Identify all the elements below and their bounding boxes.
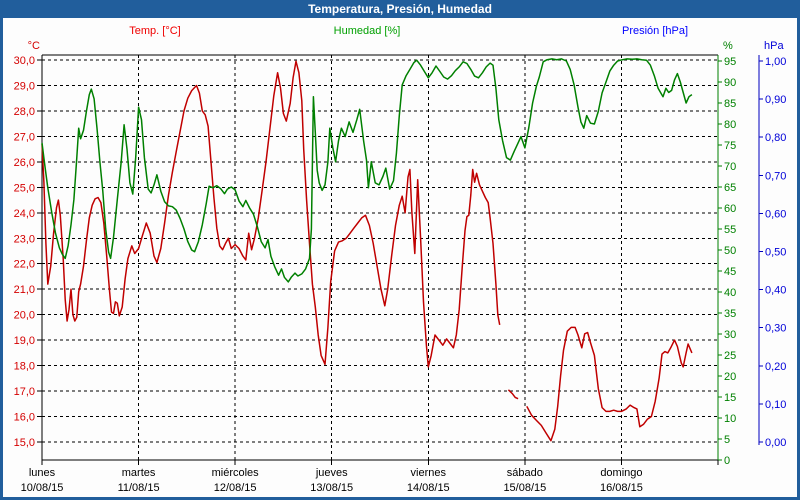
day-date-label: 15/08/15 [503,482,546,494]
pressure-tick-label: 0,20 [765,361,786,373]
humidity-tick-label: 25 [724,350,736,362]
humidity-tick-label: 65 [724,182,736,194]
temp-axis-unit: °C [28,40,40,52]
axis-labels: 30,0 29,0 28,0 27,0 26,0 25,0 24,0 23,0 22,0 21,0… [14,55,787,494]
humidity-tick-label: 50 [724,245,736,257]
temp-tick-label: 21,0 [14,284,35,296]
temp-tick-label: 30,0 [14,55,35,67]
humidity-tick-label: 85 [724,98,736,110]
temp-tick-label: 23,0 [14,233,35,245]
humidity-tick-label: 10 [724,413,736,425]
pressure-tick-label: 0,70 [765,170,786,182]
pressure-tick-label: 0,10 [765,399,786,411]
humidity-tick-label: 35 [724,308,736,320]
day-date-label: 14/08/15 [407,482,450,494]
temp-tick-label: 27,0 [14,131,35,143]
day-name-label: jueves [315,467,348,479]
axes [41,54,760,461]
humidity-tick-label: 70 [724,161,736,173]
day-name-label: martes [122,467,156,479]
data-series [41,58,693,442]
plot-area[interactable] [42,55,718,460]
temp-tick-label: 19,0 [14,335,35,347]
series-temperature [507,389,519,400]
temp-tick-label: 26,0 [14,157,35,169]
humidity-axis-unit: % [723,40,733,52]
day-date-label: 10/08/15 [21,482,64,494]
humidity-tick-label: 20 [724,371,736,383]
temp-tick-label: 18,0 [14,361,35,373]
humidity-tick-label: 95 [724,56,736,68]
humidity-tick-label: 40 [724,287,736,299]
day-name-label: sábado [507,467,543,479]
pressure-tick-label: 0,30 [765,323,786,335]
legend-pressure: Presión [hPa] [621,25,689,37]
humidity-tick-label: 75 [724,140,736,152]
series-temperature [41,60,501,368]
humidity-tick-label: 0 [724,455,730,467]
window-title-bar[interactable]: Temperatura, Presión, Humedad [0,0,800,18]
legend-humidity: Humedad [%] [333,25,401,37]
pressure-tick-label: 0,80 [765,132,786,144]
pressure-tick-label: 0,00 [765,437,786,449]
humidity-tick-label: 60 [724,203,736,215]
day-date-label: 16/08/15 [600,482,643,494]
series-humidity [41,58,693,283]
day-name-label: lunes [29,467,56,479]
gridlines [42,55,718,460]
humidity-tick-label: 30 [724,329,736,341]
day-name-label: domingo [600,467,642,479]
window-title: Temperatura, Presión, Humedad [308,2,492,16]
pressure-tick-label: 0,40 [765,285,786,297]
pressure-tick-label: 0,60 [765,208,786,220]
day-name-label: miércoles [212,467,260,479]
day-name-label: viernes [411,467,447,479]
humidity-tick-label: 5 [724,434,730,446]
humidity-tick-label: 45 [724,266,736,278]
day-date-label: 12/08/15 [214,482,257,494]
humidity-tick-label: 15 [724,392,736,404]
temp-tick-label: 16,0 [14,412,35,424]
temp-tick-label: 24,0 [14,208,35,220]
day-date-label: 13/08/15 [310,482,353,494]
legend-temperature: Temp. [°C] [129,25,181,37]
pressure-tick-label: 0,50 [765,247,786,259]
humidity-tick-label: 55 [724,224,736,236]
chart-panel [3,18,797,497]
temp-tick-label: 17,0 [14,386,35,398]
temp-tick-label: 20,0 [14,310,35,322]
temp-tick-label: 22,0 [14,259,35,271]
pressure-tick-label: 0,90 [765,94,786,106]
axis-ticks [37,59,763,465]
temp-tick-label: 29,0 [14,80,35,92]
pressure-tick-label: 1,00 [765,56,786,68]
temp-tick-label: 15,0 [14,437,35,449]
day-date-label: 11/08/15 [118,482,160,494]
humidity-tick-label: 90 [724,77,736,89]
pressure-axis-unit: hPa [764,40,784,52]
series-temperature [526,326,693,442]
temp-tick-label: 25,0 [14,182,35,194]
temp-tick-label: 28,0 [14,106,35,118]
humidity-tick-label: 80 [724,119,736,131]
